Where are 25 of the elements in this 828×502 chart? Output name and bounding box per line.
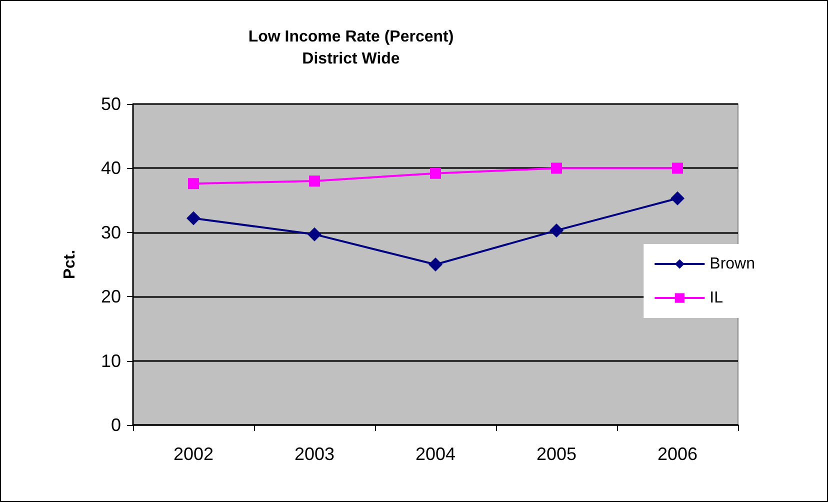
point bbox=[308, 227, 322, 242]
y-tick-label: 0 bbox=[110, 415, 121, 435]
x-tick-label: 2003 bbox=[294, 444, 335, 464]
point bbox=[672, 162, 683, 174]
point bbox=[551, 162, 562, 174]
y-tick-label: 10 bbox=[100, 350, 121, 371]
y-tick-label: 40 bbox=[100, 158, 121, 178]
legend-label: IL bbox=[710, 290, 724, 306]
x-tick-label: 2005 bbox=[536, 444, 577, 464]
x-tick-label: 2002 bbox=[173, 444, 214, 464]
point bbox=[428, 258, 442, 272]
point bbox=[550, 223, 564, 238]
y-tick-label: 20 bbox=[100, 286, 121, 307]
point bbox=[309, 176, 320, 187]
point bbox=[430, 168, 441, 179]
point bbox=[188, 178, 199, 190]
point bbox=[186, 211, 200, 226]
x-tick-label: 2004 bbox=[415, 444, 456, 464]
y-tick-label: 50 bbox=[100, 94, 121, 114]
y-axis-title: Pct. bbox=[62, 250, 78, 280]
y-tick-label: 30 bbox=[100, 222, 121, 242]
point bbox=[670, 191, 684, 206]
legend-label: Brown bbox=[710, 256, 756, 272]
x-tick-label: 2006 bbox=[657, 444, 698, 464]
chart-title: Low Income Rate (Percent) District Wide bbox=[248, 28, 454, 68]
